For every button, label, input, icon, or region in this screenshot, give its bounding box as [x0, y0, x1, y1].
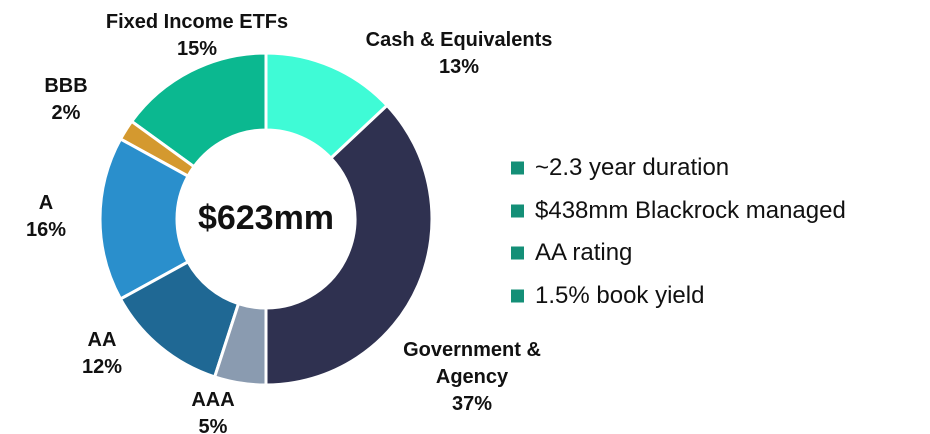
bullet-marker: [511, 289, 524, 303]
bullet-marker: [511, 161, 524, 175]
slice-label: AA: [87, 329, 117, 351]
bullet-text: ~2.3 year duration: [535, 154, 730, 181]
donut-slice: [264, 51, 390, 161]
slice-value-label: 16%: [25, 219, 67, 241]
donut-slice: [212, 301, 268, 387]
bullet-text: $438mm Blackrock managed: [535, 196, 846, 224]
slice-value-label: 37%: [451, 393, 493, 415]
bullet-marker: [511, 246, 524, 260]
slice-label: Cash & Equivalents: [365, 29, 553, 51]
bullet-text: 1.5% book yield: [535, 282, 705, 310]
slice-label: Fixed Income ETFs: [105, 11, 289, 33]
slice-value-label: 13%: [438, 56, 480, 78]
slice-value-label: 5%: [198, 416, 228, 434]
slice-label: BBB: [44, 75, 88, 97]
slice-label: AAA: [191, 389, 235, 411]
donut-slice: [118, 259, 241, 379]
slice-value-label: 12%: [81, 356, 123, 378]
donut-slice: [264, 103, 434, 387]
center-label: $623mm: [198, 199, 334, 237]
bullet-marker: [511, 204, 524, 218]
donut-slice: [98, 136, 191, 302]
slice-value-label: 15%: [176, 38, 218, 60]
bullet-text: AA rating: [535, 239, 633, 267]
slice-label: Government & Agency: [403, 339, 541, 388]
slice-value-label: 2%: [51, 102, 81, 124]
slice-label: A: [38, 192, 54, 214]
